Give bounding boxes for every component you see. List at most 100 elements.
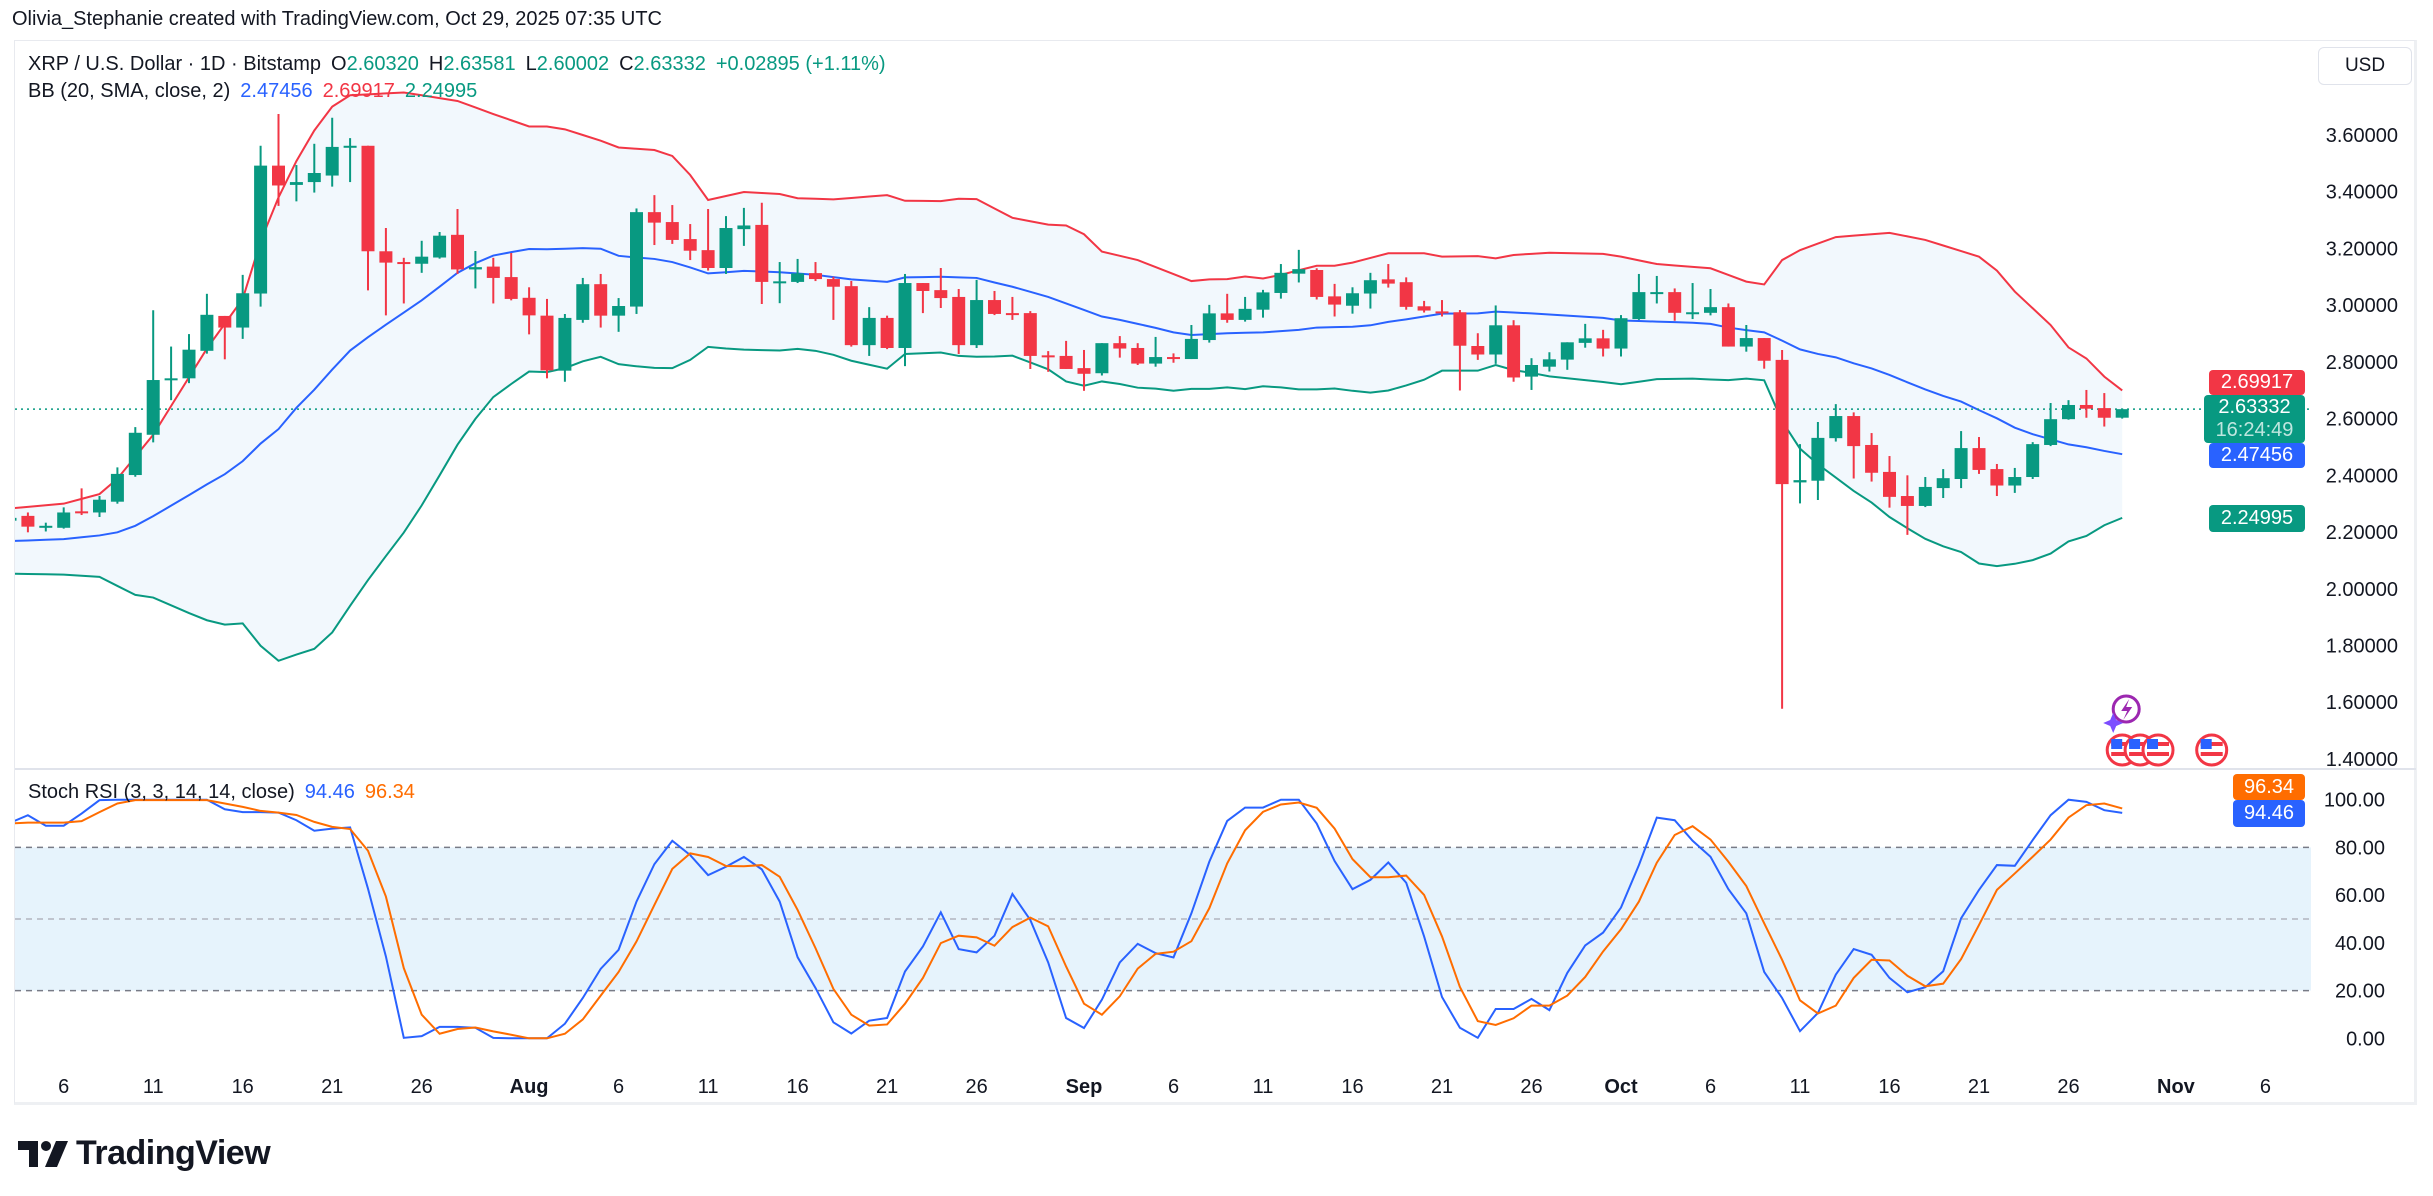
- candle: [1542, 352, 1556, 372]
- candle-body: [343, 145, 357, 148]
- us-flag-event-icon[interactable]: [2195, 733, 2229, 767]
- candle-body: [1489, 325, 1503, 355]
- candle-body: [21, 515, 35, 527]
- candle-body: [1811, 437, 1825, 481]
- bb-fill: [15, 92, 2123, 661]
- candle: [647, 195, 661, 246]
- us-flag-event-icon[interactable]: [2141, 733, 2175, 767]
- stoch-d-badge: 96.34: [2233, 774, 2305, 800]
- candle-body: [1507, 325, 1521, 378]
- tradingview-logo[interactable]: TradingView: [18, 1134, 271, 1173]
- candle: [289, 165, 303, 202]
- lightning-event-icon[interactable]: [2103, 694, 2141, 733]
- stoch-rsi-tick-label: 100.00: [2324, 790, 2385, 812]
- candle: [1077, 349, 1091, 391]
- currency-button[interactable]: USD: [2318, 47, 2412, 85]
- candle-body: [57, 512, 71, 528]
- price-tick-label: 3.60000: [2326, 125, 2398, 147]
- candle: [665, 205, 679, 244]
- candle: [1041, 351, 1055, 372]
- candle: [576, 277, 590, 323]
- low-label: L: [525, 53, 537, 75]
- candle-body: [1686, 312, 1700, 315]
- candle: [1113, 336, 1127, 358]
- time-tick-label: 6: [1705, 1076, 1716, 1098]
- candle-body: [415, 256, 429, 264]
- candle-body: [379, 251, 393, 263]
- sparkle-icon: [2103, 713, 2124, 733]
- symbol-legend[interactable]: XRP / U.S. Dollar · 1D · Bitstamp O 2.603…: [28, 53, 896, 76]
- price-axis[interactable]: 1.40000 1.60000 1.80000 2.00000 2.20000 2.400…: [2326, 125, 2398, 771]
- candle-body: [2097, 408, 2111, 418]
- candle-body: [1704, 307, 1717, 313]
- candle: [594, 273, 608, 328]
- candle-body: [2044, 419, 2058, 445]
- bb-label: BB (20, SMA, close, 2): [28, 80, 231, 102]
- candle-body: [1041, 355, 1055, 358]
- candle-body: [558, 317, 572, 371]
- stoch-rsi-label: Stoch RSI (3, 3, 14, 14, close): [28, 781, 295, 803]
- stoch-d-badge-value: 96.34: [2243, 775, 2295, 798]
- candle: [504, 252, 518, 301]
- candle: [254, 145, 268, 307]
- candle: [826, 276, 840, 320]
- symbol-title: XRP / U.S. Dollar · 1D · Bitstamp: [28, 53, 322, 75]
- flag-canton: [2147, 739, 2158, 749]
- candle: [1704, 288, 1717, 316]
- candle: [880, 315, 894, 350]
- time-tick-label: 6: [58, 1076, 69, 1098]
- candle: [325, 117, 339, 187]
- candle: [1883, 456, 1896, 508]
- price-tick-label: 2.00000: [2326, 579, 2398, 601]
- stoch-d-value: 96.34: [364, 781, 415, 803]
- candle-body: [970, 300, 984, 346]
- bollinger-legend[interactable]: BB (20, SMA, close, 2) 2.47456 2.69917 2…: [28, 80, 487, 103]
- time-tick-label: 6: [2260, 1076, 2271, 1098]
- price-tick-label: 1.40000: [2326, 749, 2398, 771]
- candle-body: [1363, 280, 1377, 294]
- candle: [1292, 249, 1306, 283]
- candle: [1059, 340, 1073, 369]
- candle: [1918, 477, 1932, 508]
- candle-body: [93, 499, 106, 513]
- candle-body: [934, 290, 948, 299]
- stoch-rsi-legend[interactable]: Stoch RSI (3, 3, 14, 14, close) 94.46 96…: [28, 781, 425, 804]
- candle: [1328, 283, 1342, 317]
- candle: [612, 298, 626, 332]
- candle: [164, 346, 178, 401]
- candle-body: [2115, 409, 2129, 418]
- candle-body: [1900, 496, 1914, 506]
- candle-body: [1077, 368, 1091, 374]
- time-tick-label: 6: [1168, 1076, 1179, 1098]
- candle-body: [862, 317, 876, 346]
- candle: [39, 522, 53, 532]
- event-markers[interactable]: [2103, 694, 2229, 767]
- candle-body: [1184, 338, 1198, 360]
- time-tick-label: Aug: [510, 1076, 549, 1098]
- candle: [1954, 431, 1968, 489]
- stoch-d-line: [15, 799, 2123, 1040]
- time-axis[interactable]: 6 11 16 21 26 Aug 6 11 16 21 26 Sep 6 11 16 21 26 Oct 6 11 1…: [58, 1076, 2271, 1098]
- bb-upper-line: [15, 91, 2123, 510]
- candle: [2062, 400, 2075, 420]
- candle-body: [15, 517, 17, 521]
- candle: [1220, 293, 1234, 323]
- candle: [2008, 467, 2022, 493]
- candle: [1202, 304, 1216, 343]
- time-tick-label: 21: [1431, 1076, 1453, 1098]
- stoch-rsi-axis[interactable]: 0.00 20.00 40.00 60.00 80.00 100.00: [2324, 790, 2385, 1051]
- candle-body: [1954, 448, 1968, 480]
- price-tick-label: 3.00000: [2326, 295, 2398, 317]
- candle-body: [1525, 364, 1538, 377]
- bar-countdown: 16:24:49: [2215, 419, 2294, 441]
- candle: [236, 274, 250, 339]
- candle: [486, 257, 500, 304]
- candle-body: [504, 277, 518, 299]
- candle: [683, 224, 697, 261]
- candle: [433, 231, 447, 259]
- open-label: O: [331, 53, 347, 75]
- stoch-rsi-background: [15, 846, 2311, 992]
- candle: [307, 143, 321, 193]
- time-tick-label: 26: [1520, 1076, 1542, 1098]
